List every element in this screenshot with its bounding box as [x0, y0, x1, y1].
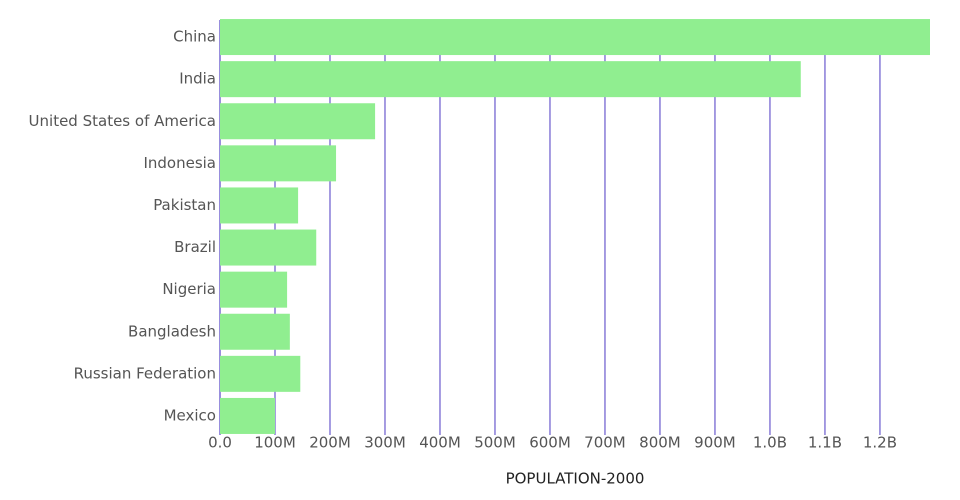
x-tick-label: 1.2B: [863, 434, 897, 452]
x-tick-label: 200M: [309, 434, 351, 452]
bar: [220, 145, 337, 182]
x-tick-label: 500M: [474, 434, 516, 452]
bar: [220, 61, 801, 98]
y-tick-label: Bangladesh: [128, 322, 216, 340]
bar: [220, 271, 288, 308]
x-tick-label: 300M: [364, 434, 406, 452]
x-tick-label: 1.0B: [753, 434, 787, 452]
x-tick-label: 600M: [529, 434, 571, 452]
bar: [220, 229, 317, 266]
y-tick-label: China: [173, 28, 216, 46]
y-tick-label: Russian Federation: [74, 364, 216, 382]
x-axis-title: POPULATION-2000: [506, 470, 645, 488]
bar: [220, 187, 299, 224]
x-tick-label: 700M: [584, 434, 626, 452]
bar: [220, 313, 290, 350]
bar: [220, 19, 930, 56]
y-tick-label: United States of America: [29, 112, 216, 130]
y-tick-label: Mexico: [164, 406, 216, 424]
x-tick-label: 1.1B: [808, 434, 842, 452]
bar: [220, 397, 275, 434]
y-tick-label: Nigeria: [162, 280, 216, 298]
y-tick-label: Brazil: [174, 238, 216, 256]
x-tick-label: 400M: [419, 434, 461, 452]
x-tick-label: 800M: [639, 434, 681, 452]
y-tick-label: Pakistan: [153, 196, 216, 214]
x-tick-label: 900M: [694, 434, 736, 452]
y-tick-label: Indonesia: [143, 154, 216, 172]
bar: [220, 355, 301, 392]
y-tick-label: India: [179, 70, 216, 88]
x-tick-label: 0.0: [208, 434, 232, 452]
bar: [220, 103, 376, 140]
x-tick-label: 100M: [254, 434, 296, 452]
